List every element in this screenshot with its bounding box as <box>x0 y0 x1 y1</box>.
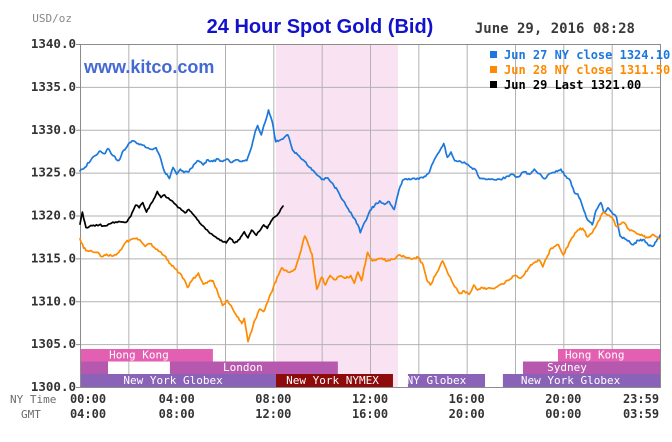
series-line-jun-28 <box>79 211 661 343</box>
session-label: London <box>223 361 263 374</box>
chart-title: 24 Hour Spot Gold (Bid) <box>206 16 434 38</box>
legend-label-jun29: Jun 29 Last 1321.00 <box>504 77 642 92</box>
legend: Jun 27 NY close 1324.10 Jun 28 NY close … <box>490 47 670 92</box>
session-label: New York Globex <box>521 374 621 387</box>
plot-frame <box>80 44 661 388</box>
legend-swatch-jun27 <box>490 51 497 58</box>
svg-text:08:00: 08:00 <box>159 407 195 421</box>
session-bar-ny-globex <box>407 374 486 387</box>
session-bar-new-york-nymex <box>275 374 393 387</box>
series-line-jun-27 <box>79 109 661 248</box>
svg-text:20:00: 20:00 <box>545 392 581 406</box>
session-label: New York Globex <box>123 374 223 387</box>
svg-text:04:00: 04:00 <box>159 392 195 406</box>
x-axis-labels: 00:0004:0004:0008:0008:0012:0012:0016:00… <box>70 392 659 421</box>
session-bar-sydney <box>522 361 660 374</box>
session-bar-new-york-globex <box>502 374 660 387</box>
y-axis-labels: 1340.0 1335.0 1330.0 1325.0 1320.0 1315.0 1310… <box>31 36 76 394</box>
kitco-watermark: www.kitco.com <box>84 57 215 77</box>
svg-text:12:00: 12:00 <box>255 407 291 421</box>
svg-text:1335.0: 1335.0 <box>31 79 76 94</box>
svg-text:1320.0: 1320.0 <box>31 208 76 223</box>
series-line-jun-29 <box>79 190 284 244</box>
svg-text:04:00: 04:00 <box>70 407 106 421</box>
legend-label-jun27: Jun 27 NY close 1324.10 <box>504 47 671 62</box>
svg-text:00:00: 00:00 <box>70 392 106 406</box>
svg-text:1315.0: 1315.0 <box>31 250 76 265</box>
ny-time-axis-label: NY Time <box>10 393 57 406</box>
y-axis-ticks <box>76 44 80 388</box>
svg-text:1310.0: 1310.0 <box>31 293 76 308</box>
datetime-label: June 29, 2016 08:28 <box>474 21 635 37</box>
svg-text:00:00: 00:00 <box>545 407 581 421</box>
gridlines <box>80 44 661 388</box>
legend-item-jun29: Jun 29 Last 1321.00 <box>490 77 670 92</box>
svg-text:1330.0: 1330.0 <box>31 122 76 137</box>
units-label: USD/oz <box>32 12 72 25</box>
session-bar-hong-kong <box>558 349 660 362</box>
session-bar-london <box>169 361 338 374</box>
session-label: Sydney <box>547 361 587 374</box>
session-label: NY Globex <box>407 374 467 387</box>
legend-swatch-jun28 <box>490 66 497 73</box>
svg-text:08:00: 08:00 <box>255 392 291 406</box>
gmt-axis-label: GMT <box>21 408 41 421</box>
svg-text:1325.0: 1325.0 <box>31 165 76 180</box>
session-bar-stub <box>80 361 109 374</box>
svg-text:20:00: 20:00 <box>449 407 485 421</box>
svg-text:1305.0: 1305.0 <box>31 336 76 351</box>
session-label: Hong Kong <box>109 349 169 362</box>
svg-text:03:59: 03:59 <box>623 407 659 421</box>
legend-swatch-jun29 <box>490 81 497 88</box>
svg-text:1340.0: 1340.0 <box>31 36 76 51</box>
legend-item-jun27: Jun 27 NY close 1324.10 <box>490 47 670 62</box>
svg-text:23:59: 23:59 <box>623 392 659 406</box>
svg-text:12:00: 12:00 <box>352 392 388 406</box>
legend-item-jun28: Jun 28 NY close 1311.50 <box>490 62 670 77</box>
session-label: New York NYMEX <box>286 374 379 387</box>
svg-text:16:00: 16:00 <box>449 392 485 406</box>
session-label: Hong Kong <box>565 349 625 362</box>
legend-label-jun28: Jun 28 NY close 1311.50 <box>504 62 671 77</box>
svg-text:1300.0: 1300.0 <box>31 379 76 394</box>
session-bar-hong-kong <box>80 349 213 362</box>
svg-text:16:00: 16:00 <box>352 407 388 421</box>
session-bar-new-york-globex <box>80 374 276 387</box>
